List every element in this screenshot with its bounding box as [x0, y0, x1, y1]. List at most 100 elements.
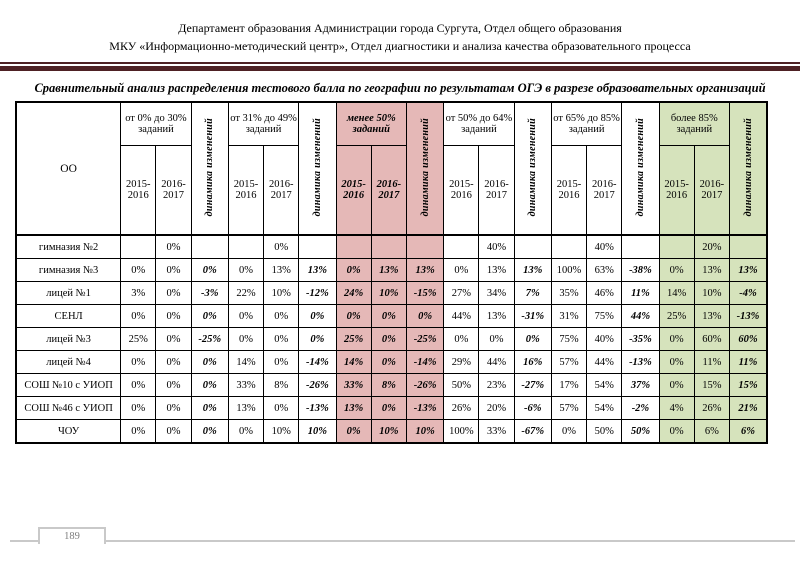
table-cell: 27% — [443, 281, 480, 305]
divider-bar — [0, 66, 800, 71]
table-cell: 57% — [550, 396, 588, 420]
table-cell — [298, 234, 337, 259]
table-cell: 13% — [693, 258, 731, 282]
table-cell: 0% — [405, 304, 445, 328]
table-cell — [729, 234, 768, 259]
table-cell: 26% — [693, 396, 731, 420]
table-cell: 0% — [443, 258, 480, 282]
table-cell: 57% — [550, 350, 588, 374]
year-header: 2015- 2016 — [335, 145, 372, 236]
table-cell: 25% — [335, 327, 372, 351]
table-cell: 75% — [550, 327, 588, 351]
table-cell: 0% — [120, 304, 157, 328]
year-header: 2015- 2016 — [443, 145, 480, 236]
table-cell: 50% — [621, 419, 660, 444]
table-cell: 0% — [263, 234, 300, 259]
table-cell: 23% — [478, 373, 515, 397]
table-cell: 0% — [227, 327, 265, 351]
header-line-1: Департамент образования Администрации го… — [178, 21, 622, 35]
table-cell: 0% — [658, 258, 695, 282]
table-cell: -31% — [513, 304, 552, 328]
table-cell: 7% — [513, 281, 552, 305]
table-cell: 8% — [263, 373, 300, 397]
table-cell: 54% — [586, 373, 623, 397]
table-cell: 40% — [478, 234, 515, 259]
table-cell: 0% — [370, 304, 407, 328]
table-cell — [443, 234, 480, 259]
table-cell — [227, 234, 265, 259]
table-cell: 0% — [263, 396, 300, 420]
org-name-cell: СОШ №46 с УИОП — [15, 396, 122, 420]
table-cell: 3% — [120, 281, 157, 305]
dynamics-header: динамика изменений — [190, 101, 229, 236]
table-cell: -14% — [405, 350, 445, 374]
org-name-cell: СОШ №10 с УИОП — [15, 373, 122, 397]
table-cell: 21% — [729, 396, 768, 420]
table-cell: 37% — [621, 373, 660, 397]
table-cell: 33% — [335, 373, 372, 397]
table-cell: -67% — [513, 419, 552, 444]
table-cell: 0% — [263, 327, 300, 351]
first-col-header: ОО — [15, 101, 122, 236]
table-cell: 26% — [443, 396, 480, 420]
table-cell: 13% — [227, 396, 265, 420]
org-name-cell: лицей №4 — [15, 350, 122, 374]
table-cell: 15% — [729, 373, 768, 397]
table-cell: 50% — [586, 419, 623, 444]
table-row: гимназия №3 0% 0% 0% 0% 13% 13% 0% 13% 13% 0% 13% 13… — [15, 258, 768, 282]
dynamics-header-label: динамика изменений — [311, 117, 323, 217]
year-header: 2016- 2017 — [263, 145, 300, 236]
table-cell: 34% — [478, 281, 515, 305]
table-cell — [370, 234, 407, 259]
col-group-header: более 85% заданий — [658, 101, 731, 146]
table-cell: 25% — [658, 304, 695, 328]
table-cell: 33% — [478, 419, 515, 444]
year-header: 2016- 2017 — [155, 145, 192, 236]
table-cell: 0% — [370, 327, 407, 351]
year-header: 2015- 2016 — [550, 145, 588, 236]
table-cell: 0% — [120, 258, 157, 282]
table-cell: 0% — [658, 350, 695, 374]
table-cell: 13% — [370, 258, 407, 282]
table-cell: 0% — [335, 304, 372, 328]
table-cell: 13% — [335, 396, 372, 420]
col-group-header: от 50% до 64% заданий — [443, 101, 515, 146]
col-group-header: от 31% до 49% заданий — [227, 101, 300, 146]
dynamics-header-label: динамика изменений — [204, 117, 216, 217]
table-cell: -13% — [621, 350, 660, 374]
divider-line — [0, 62, 800, 64]
table-cell: 13% — [478, 304, 515, 328]
table-cell: 44% — [586, 350, 623, 374]
table-cell: 0% — [155, 373, 192, 397]
table-cell: -13% — [405, 396, 445, 420]
table-cell: 0% — [155, 304, 192, 328]
table-cell: 10% — [693, 281, 731, 305]
table-row: СОШ №46 с УИОП 0% 0% 0% 13% 0% -13% 13% 0% -13% 26… — [15, 396, 768, 420]
table-cell: 0% — [370, 396, 407, 420]
results-table: ОО от 0% до 30% заданий динамика изменений… — [15, 101, 768, 444]
table-cell: 16% — [513, 350, 552, 374]
table-cell: 13% — [298, 258, 337, 282]
table-cell: 13% — [263, 258, 300, 282]
table-row: СОШ №10 с УИОП 0% 0% 0% 33% 8% -26% 33% 8% -26% 50… — [15, 373, 768, 397]
table-row: ЧОУ 0% 0% 0% 0% 10% 10% 0% 10% 10% 100% 33% -67% 0% 50… — [15, 419, 768, 444]
table-cell: 11% — [693, 350, 731, 374]
table-cell: 0% — [298, 304, 337, 328]
dynamics-header-label: динамика изменений — [419, 117, 431, 217]
table-cell: 0% — [227, 258, 265, 282]
table-cell: 14% — [658, 281, 695, 305]
table-cell — [550, 234, 588, 259]
table-cell: 10% — [298, 419, 337, 444]
table-cell: 0% — [550, 419, 588, 444]
table-cell: 0% — [155, 419, 192, 444]
table-cell: 4% — [658, 396, 695, 420]
table-cell: 40% — [586, 327, 623, 351]
table-cell: 8% — [370, 373, 407, 397]
dynamics-header-label: динамика изменений — [527, 117, 539, 217]
table-cell: -25% — [405, 327, 445, 351]
table-cell — [120, 234, 157, 259]
table-cell: -4% — [729, 281, 768, 305]
table-cell: 60% — [729, 327, 768, 351]
dynamics-header: динамика изменений — [729, 101, 768, 236]
table-cell: 13% — [478, 258, 515, 282]
